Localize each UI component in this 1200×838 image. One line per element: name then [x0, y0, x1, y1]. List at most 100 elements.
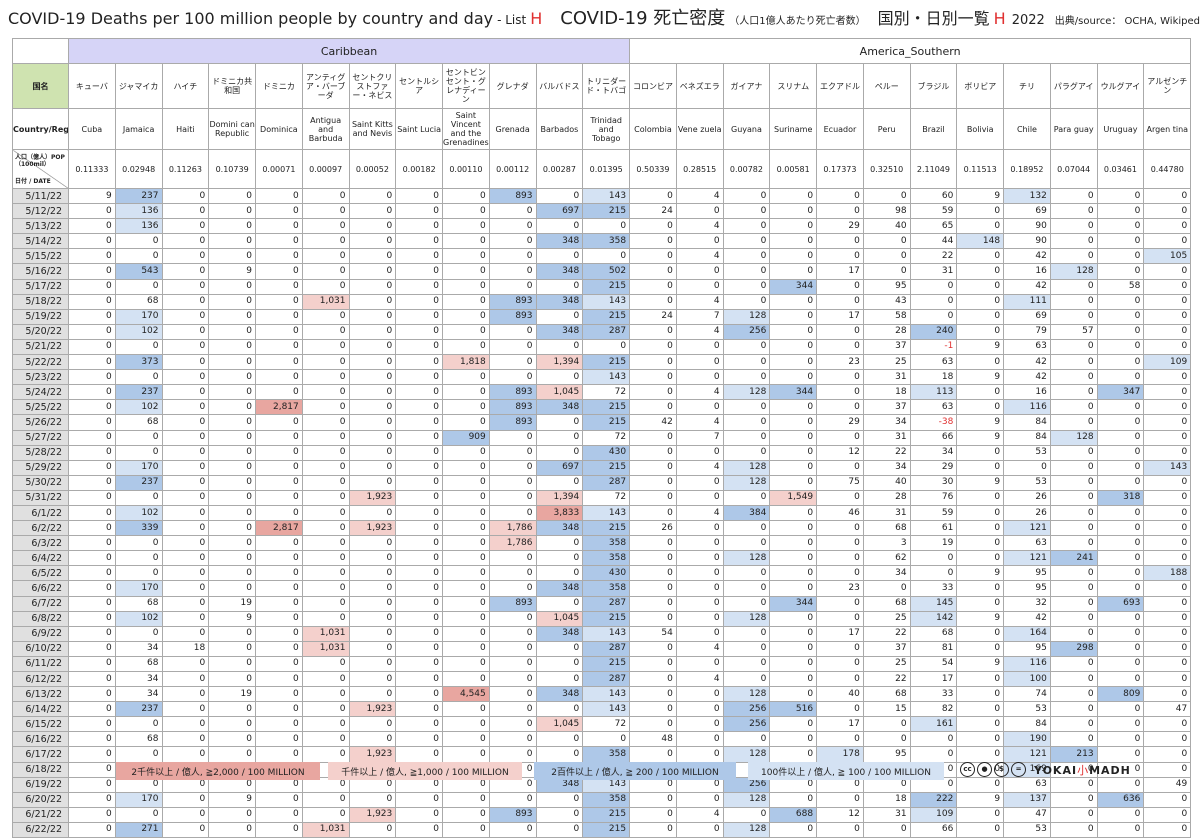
table-cell: 63 [1003, 535, 1051, 552]
table-cell: 0 [114, 429, 163, 446]
table-cell: 0 [535, 187, 584, 205]
table-cell: 0 [1049, 655, 1098, 673]
table-cell: 0 [395, 716, 443, 733]
table-cell: 143 [582, 625, 631, 642]
table-cell: 0 [1143, 595, 1192, 612]
table-cell: 0 [629, 459, 677, 476]
table-cell: 0 [769, 308, 818, 325]
table-cell: 0 [208, 323, 256, 340]
table-cell: 0 [442, 731, 490, 748]
table-cell: 0 [68, 248, 116, 265]
table-cell: 68 [114, 414, 163, 431]
table-cell: 0 [1049, 776, 1098, 793]
table-cell: 893 [488, 595, 537, 612]
table-cell: 0 [769, 535, 818, 552]
table-cell: 0 [909, 746, 958, 763]
row-label-pop: 人口（億人）POP（100mil） 日付 / DATE [12, 149, 69, 189]
country-jp-name: コロンビア [629, 63, 677, 109]
country-jp-name: パラグアイ [1049, 63, 1098, 109]
table-cell: 0 [956, 580, 1005, 597]
table-cell: 0 [161, 218, 210, 235]
table-cell: 0 [114, 746, 163, 763]
table-cell: 0 [161, 369, 210, 386]
table-cell: 0 [395, 670, 443, 688]
table-cell: 0 [629, 655, 677, 673]
table-cell: 237 [114, 474, 163, 491]
table-cell: 0 [769, 293, 818, 310]
table-cell: 0 [301, 474, 350, 491]
table-cell: 0 [255, 323, 303, 340]
table-cell: 170 [114, 459, 163, 476]
table-cell: 0 [722, 444, 771, 461]
table-cell: 0 [769, 504, 818, 522]
table-cell: 68 [114, 655, 163, 673]
table-cell: 0 [395, 459, 443, 476]
table-row: 5/14/22 0 0 0 0 0 0 0 0 0 0 348 358 0 0 0 0 0 0 44 148 90 0 0 0 [12, 233, 1192, 250]
table-cell: 79 [1003, 323, 1051, 340]
table-cell: 26 [1003, 489, 1051, 506]
country-jp-name: トリニダード・トバゴ [582, 63, 631, 109]
table-row: 5/23/22 0 0 0 0 0 0 0 0 0 0 0 143 0 0 0 0 0 31 18 9 42 0 0 0 [12, 369, 1192, 386]
table-cell: 0 [1049, 354, 1098, 371]
row-date: 5/12/22 [12, 203, 69, 220]
table-row: 6/16/22 0 68 0 0 0 0 0 0 0 0 0 0 48 0 0 0 0 0 0 0 190 0 0 0 [12, 731, 1192, 748]
country-en-name: Colombia [629, 108, 677, 150]
table-cell: 143 [582, 187, 631, 205]
table-cell: 116 [1003, 399, 1051, 416]
table-cell: 0 [629, 474, 677, 491]
row-date: 6/14/22 [12, 701, 69, 718]
table-cell: 0 [675, 610, 724, 627]
table-cell: 1,031 [301, 625, 350, 642]
table-cell: 0 [348, 731, 397, 748]
table-row: 6/20/22 0 170 0 9 0 0 0 0 0 0 0 358 0 0 128 0 0 18 222 9 137 0… [12, 791, 1192, 808]
table-cell: 0 [348, 474, 397, 491]
table-cell: 0 [722, 520, 771, 537]
table-cell: 17 [816, 716, 864, 733]
table-cell: 0 [1049, 399, 1098, 416]
table-cell: 0 [348, 504, 397, 522]
table-cell: 0 [301, 203, 350, 220]
table-cell: 17 [816, 263, 864, 280]
table-row: 5/29/22 0 170 0 0 0 0 0 0 0 0 697 215 0 4 128 0 0 34 29 0 0 0 0… [12, 459, 1192, 476]
table-cell: 0 [675, 338, 724, 356]
table-cell: 0 [816, 203, 864, 220]
table-cell: 0 [301, 731, 350, 748]
table-cell: 23 [816, 354, 864, 371]
table-cell: 0 [1049, 384, 1098, 401]
table-cell: 0 [535, 746, 584, 763]
table-row: 5/27/22 0 0 0 0 0 0 0 0 909 0 0 72 0 7 0 0 0 31 66 9 84 128 0 0 [12, 429, 1192, 446]
table-cell: 0 [1143, 187, 1192, 205]
table-cell: 0 [255, 821, 303, 838]
table-cell: 0 [301, 655, 350, 673]
table-cell: 0 [348, 791, 397, 808]
country-en-name: Saint Lucia [395, 108, 443, 150]
table-cell: 0 [769, 580, 818, 597]
country-en-name: Uruguay [1096, 108, 1145, 150]
table-cell: 0 [769, 354, 818, 371]
table-cell: 0 [442, 806, 490, 823]
row-date: 5/22/22 [12, 354, 69, 371]
table-cell: 0 [301, 580, 350, 597]
table-cell: 68 [862, 520, 911, 537]
table-cell: 358 [582, 791, 631, 808]
table-cell: 0 [68, 746, 116, 763]
table-cell: 0 [68, 384, 116, 401]
table-cell: 128 [722, 610, 771, 627]
table-cell: 0 [161, 731, 210, 748]
table-cell: 76 [909, 489, 958, 506]
table-cell: 0 [68, 399, 116, 416]
country-jp-name: セントビンセント・グレナディーン [442, 63, 490, 109]
table-cell: 0 [348, 308, 397, 325]
table-cell: 0 [629, 323, 677, 340]
table-cell: 0 [816, 731, 864, 748]
table-cell: 9 [956, 187, 1005, 205]
table-cell: 0 [208, 670, 256, 688]
table-row: 6/21/22 0 0 0 0 0 0 1,923 0 0 893 0 215 0 4 0 688 12 31 109… [12, 806, 1192, 823]
table-cell: 0 [1143, 203, 1192, 220]
table-cell: 0 [675, 655, 724, 673]
table-cell: 1,394 [535, 354, 584, 371]
table-cell: 0 [1049, 489, 1098, 506]
country-population: 0.00097 [301, 149, 350, 189]
table-cell: 4,545 [442, 686, 490, 703]
